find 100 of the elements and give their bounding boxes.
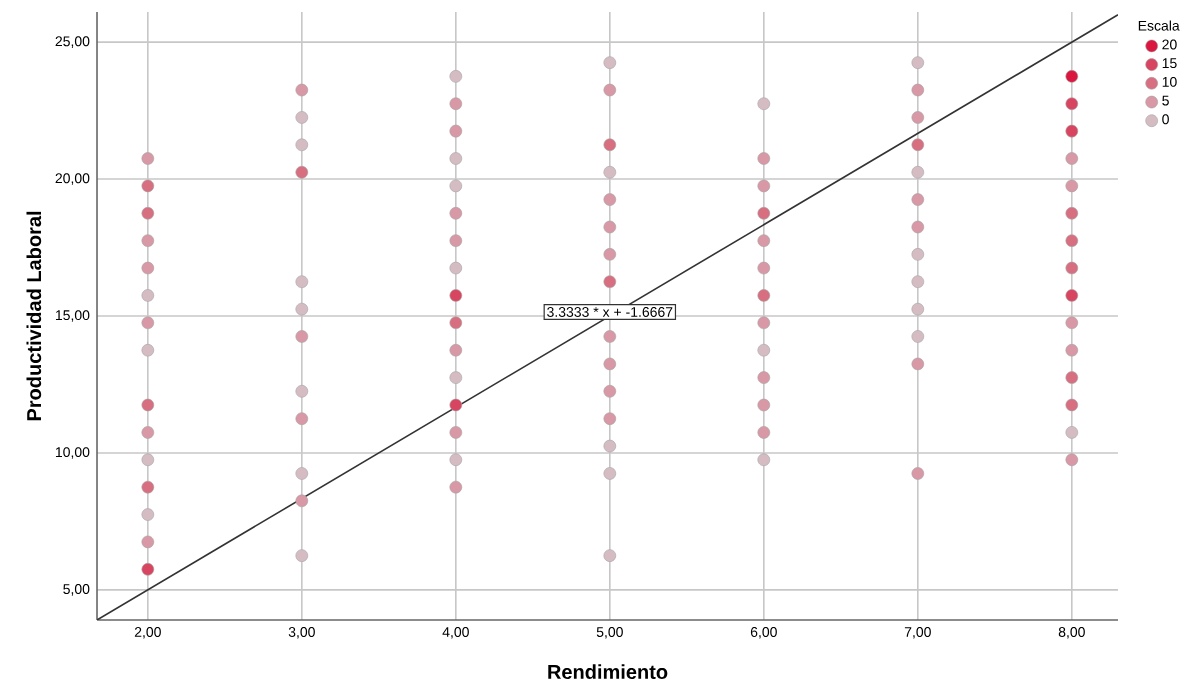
x-axis-title: Rendimiento: [548, 664, 668, 680]
point: [1065, 316, 1079, 330]
point: [295, 138, 309, 152]
point: [449, 70, 463, 83]
point: [1065, 426, 1079, 439]
point: [911, 467, 925, 480]
point: [141, 535, 155, 549]
point: [449, 289, 463, 302]
point: [603, 56, 617, 69]
point: [449, 206, 463, 220]
point: [141, 206, 155, 220]
y-tick-label: 15,00: [55, 310, 90, 322]
point: [757, 234, 771, 247]
point: [603, 357, 617, 371]
point: [141, 261, 155, 275]
point: [603, 220, 617, 234]
point: [1065, 70, 1079, 83]
point: [449, 453, 463, 467]
y-tick-label: 25,00: [55, 36, 90, 48]
point: [757, 179, 771, 193]
point: [603, 330, 617, 343]
x-tick-label: 8,00: [1058, 627, 1085, 639]
point: [911, 193, 925, 206]
y-tick-label: 10,00: [55, 447, 90, 459]
point: [449, 480, 463, 494]
y-tick-label: 5,00: [63, 584, 90, 596]
legend-label: 5: [1162, 95, 1169, 106]
point: [1065, 453, 1079, 467]
point: [1065, 152, 1079, 165]
point: [911, 302, 925, 316]
point: [295, 275, 309, 289]
point: [141, 508, 155, 521]
legend-label: 10: [1162, 76, 1177, 87]
point: [295, 467, 309, 480]
point: [1065, 398, 1079, 412]
point: [295, 111, 309, 124]
x-tick-label: 7,00: [904, 627, 931, 639]
legend-title: Escala: [1138, 20, 1180, 31]
point: [449, 97, 463, 111]
point: [911, 165, 925, 179]
point: [603, 275, 617, 289]
point: [295, 83, 309, 97]
point: [141, 453, 155, 467]
point: [603, 193, 617, 206]
point: [295, 330, 309, 343]
point: [141, 563, 155, 576]
point: [757, 97, 771, 111]
point: [911, 275, 925, 289]
point: [449, 261, 463, 275]
point: [449, 426, 463, 439]
point: [757, 206, 771, 220]
point: [449, 398, 463, 412]
point: [449, 179, 463, 193]
point: [603, 138, 617, 152]
point: [603, 165, 617, 179]
legend-label: 0: [1162, 114, 1169, 125]
x-tick-label: 4,00: [442, 627, 469, 639]
point: [757, 371, 771, 384]
point: [1065, 179, 1079, 193]
point: [295, 165, 309, 179]
point: [757, 152, 771, 165]
point: [1065, 289, 1079, 302]
point: [911, 357, 925, 371]
point: [911, 56, 925, 69]
y-tick-label: 20,00: [55, 173, 90, 185]
point: [141, 234, 155, 247]
point: [1065, 206, 1079, 220]
point: [603, 549, 617, 562]
point: [141, 398, 155, 412]
point: [757, 453, 771, 467]
point: [1065, 124, 1079, 138]
point: [449, 371, 463, 384]
y-axis-title: Productividad Laboral: [26, 211, 42, 421]
point: [757, 426, 771, 439]
x-tick-label: 6,00: [750, 627, 777, 639]
annotation: 3.3333 * x + -1.6667: [547, 307, 673, 317]
point: [603, 83, 617, 97]
point: [603, 385, 617, 398]
point: [1065, 343, 1079, 357]
x-tick-label: 5,00: [596, 627, 623, 639]
point: [449, 316, 463, 330]
legend-label: 15: [1162, 58, 1177, 69]
point: [911, 330, 925, 343]
point: [141, 289, 155, 302]
point: [141, 316, 155, 330]
point: [603, 467, 617, 480]
point: [141, 179, 155, 193]
point: [757, 261, 771, 275]
point: [1065, 97, 1079, 111]
point: [911, 220, 925, 234]
point: [603, 412, 617, 425]
point: [911, 83, 925, 97]
point: [295, 412, 309, 425]
point: [911, 138, 925, 152]
point: [141, 426, 155, 439]
point: [757, 289, 771, 302]
point: [449, 124, 463, 138]
point: [1065, 261, 1079, 275]
point: [449, 152, 463, 165]
x-tick-label: 3,00: [288, 627, 315, 639]
